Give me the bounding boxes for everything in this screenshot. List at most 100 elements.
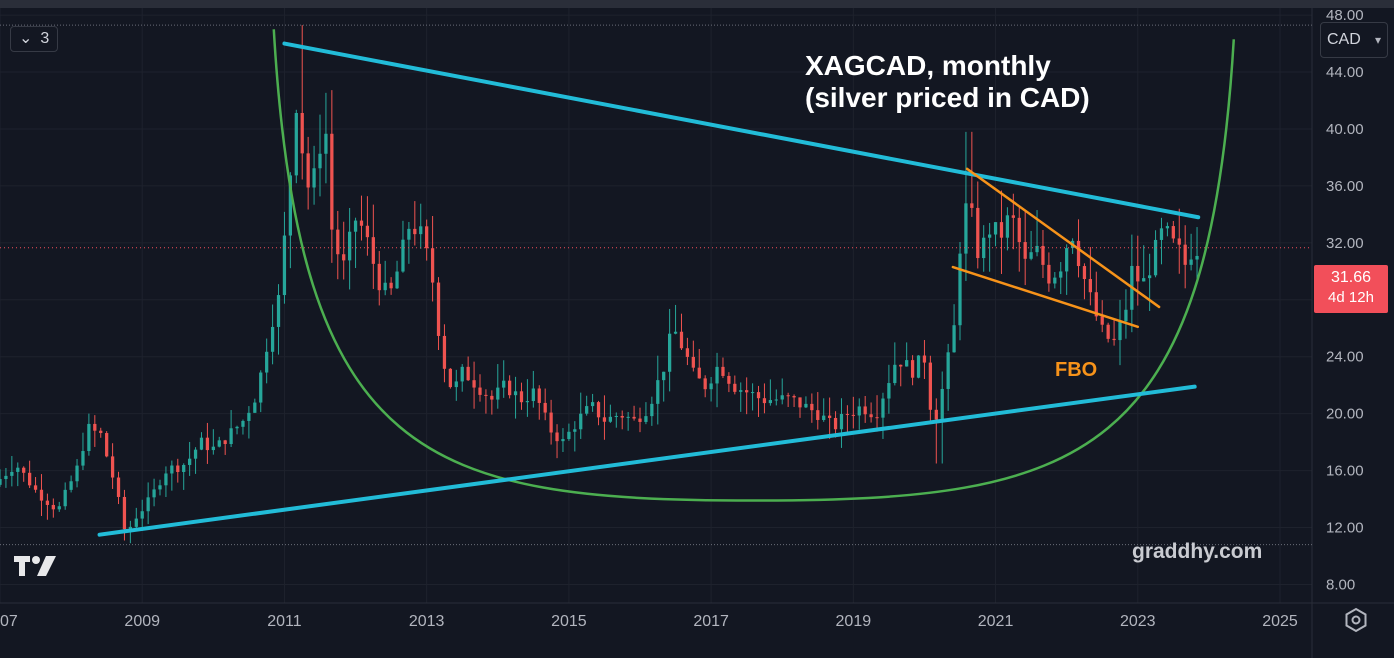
candle-body (567, 431, 571, 440)
candle-body (466, 366, 470, 381)
candle-body (81, 451, 85, 466)
candle-body (531, 388, 535, 402)
candle-body (105, 433, 109, 457)
candle-body (579, 413, 583, 430)
candle-body (525, 401, 530, 403)
y-tick-label: 44.00 (1326, 64, 1364, 81)
candle-body (905, 360, 909, 367)
candle-body (596, 402, 601, 418)
candle-body (1088, 279, 1092, 293)
candle-body (845, 413, 850, 415)
tradingview-logo-icon[interactable] (12, 554, 60, 578)
x-tick-label: 2017 (693, 613, 729, 630)
candle-body (1100, 316, 1104, 325)
candle-body (709, 383, 713, 390)
candle-body (508, 380, 512, 396)
candle-body (999, 222, 1004, 238)
x-tick-label: 2015 (551, 613, 587, 630)
candle-body (1094, 292, 1098, 317)
candle-body (590, 402, 595, 407)
candle-body (1029, 252, 1033, 259)
wedge-upper-line (965, 167, 1161, 309)
candle-body (715, 366, 719, 384)
candle-body (626, 416, 630, 418)
candle-body (276, 295, 281, 327)
candle-body (199, 437, 204, 450)
candle-body (389, 282, 393, 289)
candle-body (685, 348, 690, 357)
candle-body (176, 465, 180, 472)
x-tick-label: 2013 (409, 613, 445, 630)
candle-body (733, 383, 737, 392)
candle-body (413, 228, 417, 235)
candle-body (756, 392, 761, 399)
candle-body (1142, 278, 1146, 282)
candle-body (377, 263, 381, 291)
candle-body (638, 418, 642, 422)
candle-body (1106, 324, 1110, 339)
candle-body (1189, 259, 1193, 265)
y-tick-label: 12.00 (1326, 520, 1364, 537)
candle-body (662, 371, 666, 381)
candle-body (1035, 245, 1039, 253)
candle-body (976, 207, 980, 259)
candle-body (934, 409, 938, 420)
candle-body (330, 133, 334, 230)
candle-body (1053, 277, 1057, 284)
candle-body (152, 489, 156, 498)
candle-body (188, 458, 192, 465)
candle-body (33, 485, 38, 490)
candle-body (964, 203, 968, 254)
candle-body (265, 351, 269, 373)
candle-body (294, 112, 298, 176)
candle-body (306, 153, 310, 188)
settings-gear-icon[interactable] (1342, 606, 1370, 634)
candle-body (549, 412, 553, 433)
candle-body (585, 406, 589, 414)
x-tick-label: 2025 (1262, 613, 1298, 630)
candle-body (1059, 271, 1063, 278)
candle-body (10, 471, 14, 476)
y-tick-label: 24.00 (1326, 349, 1364, 366)
candle-body (472, 380, 476, 388)
candle-body (916, 355, 921, 378)
lower-trendline (97, 384, 1197, 537)
fbo-annotation: FBO (1055, 359, 1098, 381)
candle-body (63, 489, 67, 507)
candle-body (4, 475, 8, 480)
candle-body (324, 133, 328, 154)
candle-body (288, 175, 292, 236)
candle-body (282, 235, 287, 296)
candle-body (816, 410, 820, 420)
candle-body (703, 378, 707, 390)
chart-title-line-2: (silver priced in CAD) (805, 82, 1090, 113)
candle-body (1118, 321, 1122, 341)
interval-selector-button[interactable]: ⌄ 3 (10, 26, 59, 52)
candle-body (928, 362, 932, 410)
currency-selector-button[interactable]: CAD ▾ (1320, 22, 1388, 58)
candle-body (632, 416, 636, 419)
trend-drawings (97, 29, 1236, 537)
candle-body (430, 248, 435, 283)
candle-body (786, 395, 790, 397)
candle-body (217, 440, 221, 447)
candle-body (93, 423, 97, 431)
last-price-badge: 31.66 4d 12h (1314, 265, 1388, 313)
candle-body (1165, 226, 1170, 229)
candle-body (887, 383, 891, 399)
candle-body (235, 426, 239, 429)
grid-lines (0, 8, 1312, 603)
candle-body (211, 446, 215, 451)
candle-body (312, 168, 316, 188)
candle-body (342, 254, 346, 261)
candle-body (519, 391, 524, 403)
candle-body (496, 387, 500, 400)
y-tick-label: 20.00 (1326, 406, 1364, 423)
candle-body (1171, 226, 1175, 239)
candle-body (454, 381, 458, 388)
top-toolbar-strip (0, 0, 1394, 8)
candle-body (993, 222, 998, 235)
candle-body (1023, 242, 1027, 259)
candle-body (0, 479, 2, 485)
